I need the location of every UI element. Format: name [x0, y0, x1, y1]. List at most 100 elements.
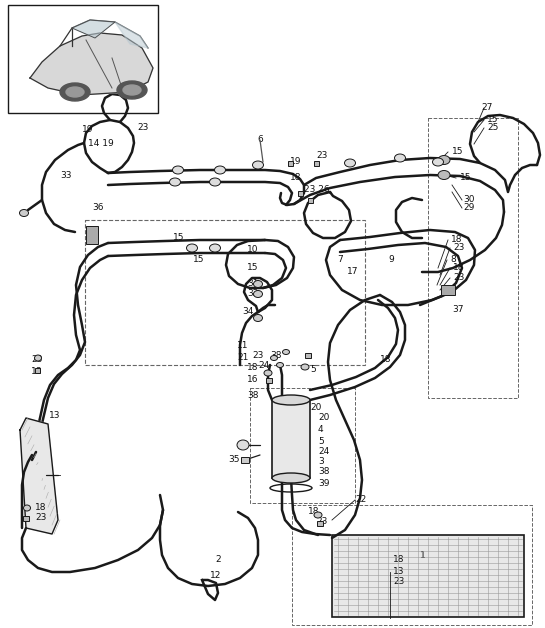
- Text: 13: 13: [49, 411, 60, 420]
- Ellipse shape: [209, 178, 221, 186]
- Polygon shape: [20, 418, 58, 534]
- Text: 38: 38: [247, 391, 258, 399]
- Text: 15: 15: [452, 148, 463, 156]
- Bar: [86, 226, 98, 244]
- Text: 12: 12: [210, 570, 221, 580]
- Bar: [85, 220, 365, 365]
- Text: 24: 24: [258, 360, 269, 369]
- Text: 16: 16: [247, 376, 258, 384]
- Text: 23: 23: [35, 514, 46, 522]
- Text: 15: 15: [460, 173, 471, 183]
- Ellipse shape: [301, 364, 309, 370]
- Text: 15: 15: [193, 256, 204, 264]
- Bar: [313, 161, 318, 166]
- Text: 18: 18: [308, 507, 319, 516]
- Text: 17: 17: [347, 268, 359, 276]
- Ellipse shape: [438, 170, 450, 180]
- Text: 39: 39: [318, 480, 330, 489]
- Text: 5: 5: [318, 438, 324, 447]
- Text: 23: 23: [453, 244, 464, 252]
- Text: 20: 20: [318, 413, 329, 423]
- Text: 31: 31: [247, 278, 258, 288]
- Bar: [272, 400, 310, 478]
- Ellipse shape: [186, 244, 197, 252]
- Text: 11: 11: [237, 340, 249, 350]
- Text: 18: 18: [453, 264, 464, 273]
- Ellipse shape: [253, 291, 263, 298]
- Text: 18: 18: [451, 236, 463, 244]
- Ellipse shape: [23, 505, 31, 511]
- Ellipse shape: [209, 244, 221, 252]
- Polygon shape: [30, 33, 153, 95]
- Ellipse shape: [66, 87, 84, 97]
- Text: 32: 32: [247, 290, 258, 298]
- Text: 18: 18: [247, 364, 258, 372]
- Text: 2: 2: [215, 556, 221, 565]
- Text: 29: 29: [463, 203, 474, 212]
- Bar: [428, 118, 518, 398]
- Text: 36: 36: [92, 203, 104, 212]
- Text: 23: 23: [453, 274, 464, 283]
- Ellipse shape: [215, 166, 226, 174]
- Text: 13: 13: [393, 568, 404, 577]
- Ellipse shape: [20, 210, 28, 217]
- Text: 23: 23: [252, 350, 263, 359]
- Text: 23 26: 23 26: [304, 185, 330, 195]
- Bar: [307, 197, 312, 202]
- Ellipse shape: [60, 83, 90, 101]
- Text: 4: 4: [238, 443, 244, 453]
- Text: 6: 6: [257, 136, 263, 144]
- Ellipse shape: [272, 395, 310, 405]
- Text: 18: 18: [290, 173, 301, 183]
- Ellipse shape: [252, 161, 263, 169]
- Text: 24: 24: [318, 448, 329, 457]
- Bar: [8, 5, 158, 113]
- Ellipse shape: [276, 362, 283, 367]
- Text: 33: 33: [60, 170, 71, 180]
- Text: 38: 38: [270, 350, 282, 359]
- Ellipse shape: [117, 81, 147, 99]
- Ellipse shape: [253, 315, 263, 322]
- Ellipse shape: [270, 355, 277, 360]
- Text: 19: 19: [290, 158, 301, 166]
- Ellipse shape: [34, 355, 41, 361]
- Text: 23: 23: [316, 151, 328, 160]
- Text: 3: 3: [318, 458, 324, 467]
- Bar: [250, 388, 355, 503]
- Bar: [441, 285, 455, 295]
- Text: 15: 15: [487, 116, 499, 124]
- Polygon shape: [72, 20, 115, 38]
- Bar: [332, 535, 524, 617]
- Bar: [266, 377, 272, 382]
- Bar: [34, 367, 39, 372]
- Ellipse shape: [169, 178, 180, 186]
- Text: 7: 7: [337, 256, 343, 264]
- Ellipse shape: [253, 281, 263, 288]
- Text: 23: 23: [316, 517, 328, 526]
- Ellipse shape: [314, 512, 322, 518]
- Bar: [305, 352, 311, 357]
- Bar: [298, 190, 302, 195]
- Text: 19: 19: [82, 126, 94, 134]
- Text: 8: 8: [450, 256, 456, 264]
- Text: 14 19: 14 19: [88, 139, 114, 148]
- Ellipse shape: [123, 85, 141, 95]
- Bar: [292, 505, 532, 625]
- Text: 18: 18: [393, 556, 404, 565]
- Text: 4: 4: [318, 426, 324, 435]
- Text: 1: 1: [420, 551, 426, 560]
- Polygon shape: [115, 22, 148, 48]
- Text: 38: 38: [318, 467, 330, 477]
- Text: 37: 37: [452, 305, 463, 315]
- Text: 5: 5: [310, 365, 316, 374]
- Text: 22: 22: [355, 495, 366, 504]
- Text: 15: 15: [247, 264, 258, 273]
- Text: 35: 35: [228, 455, 239, 465]
- Text: 21: 21: [237, 354, 249, 362]
- Text: 9: 9: [388, 256, 393, 264]
- Bar: [23, 516, 29, 521]
- Bar: [241, 457, 249, 463]
- Ellipse shape: [395, 154, 405, 162]
- Text: 15: 15: [173, 234, 185, 242]
- Text: 23: 23: [393, 578, 404, 587]
